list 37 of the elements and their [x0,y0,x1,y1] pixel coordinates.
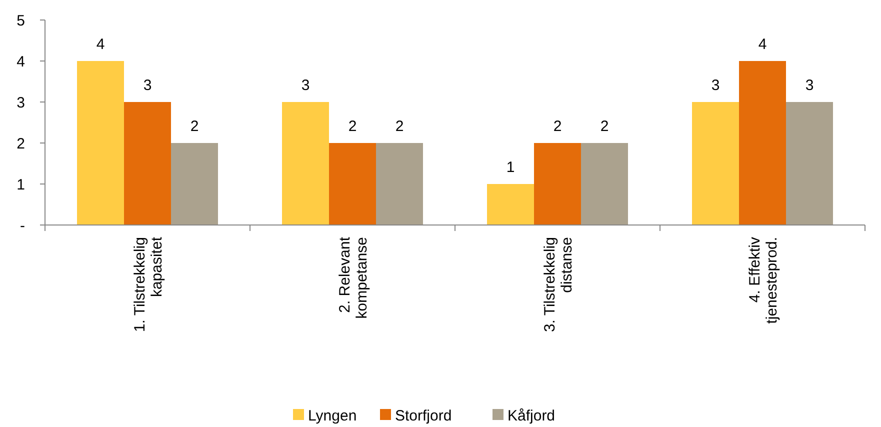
bar [581,143,628,225]
bar [124,102,171,225]
data-label: 3 [711,77,720,94]
legend-label: Lyngen [308,407,357,424]
bar [329,143,376,225]
y-tick-label: 4 [16,53,25,70]
legend-label: Kåfjord [508,407,556,424]
data-label: 3 [143,77,152,94]
bar [171,143,218,225]
data-label: 2 [190,118,199,135]
data-label: 3 [805,77,814,94]
y-tick-label: 1 [16,176,25,194]
y-tick-label: - [20,217,25,234]
bar [376,143,423,225]
bar [692,102,739,225]
bar [77,61,124,225]
x-tick-label: 1. Tilstrekkelig kapasitet [131,236,166,332]
x-tick-label: 2. Relevant kompetanse [336,236,370,319]
data-label: 3 [301,77,310,94]
data-label: 4 [758,36,767,53]
bar [282,102,329,225]
x-tick-label: 3. Tilstrekkelig distanse [541,237,576,332]
data-label: 4 [96,36,105,53]
y-tick-label: 2 [16,135,25,152]
bar [534,143,581,225]
y-tick-label: 3 [16,94,25,112]
legend-label: Storfjord [395,407,452,424]
x-tick-label: 4. Effektiv tjenesteprod. [746,236,780,324]
data-label: 1 [506,159,515,176]
bar [739,61,786,225]
bar [786,102,833,225]
data-label: 2 [553,118,562,135]
data-label: 2 [348,118,357,135]
data-label: 2 [395,118,404,135]
y-tick-label: 5 [16,12,25,30]
bar [487,184,534,225]
data-label: 2 [600,118,609,135]
